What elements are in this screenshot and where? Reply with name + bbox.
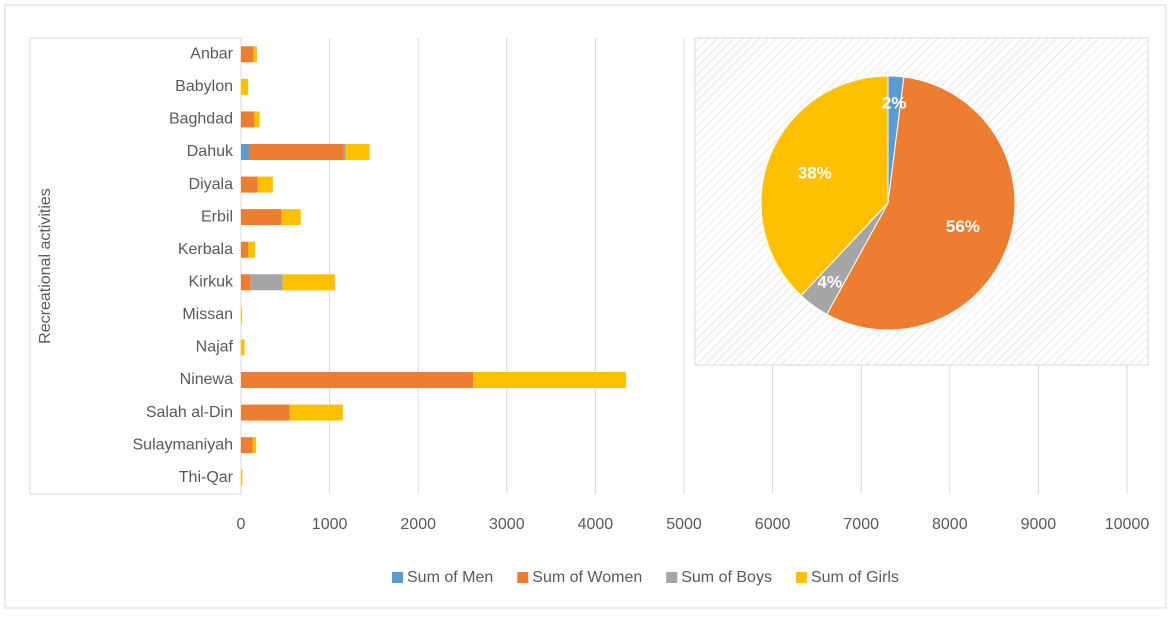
bar-segment xyxy=(289,404,343,421)
legend-label: Sum of Men xyxy=(407,569,493,586)
y-tick-label: Diyala xyxy=(189,176,234,193)
bar-segment xyxy=(250,274,283,291)
x-tick-label: 2000 xyxy=(400,516,436,533)
y-tick-label: Baghdad xyxy=(169,111,233,128)
x-tick-label: 3000 xyxy=(489,516,525,533)
y-tick-label: Missan xyxy=(182,306,233,323)
legend-label: Sum of Girls xyxy=(811,569,899,586)
bar-segment xyxy=(281,209,301,226)
legend-swatch xyxy=(392,572,403,583)
bar-segment xyxy=(253,46,257,63)
x-tick-label: 4000 xyxy=(578,516,614,533)
y-tick-label: Sulaymaniyah xyxy=(133,436,234,453)
y-tick-label: Thi-Qar xyxy=(179,469,234,486)
bar-segment xyxy=(257,176,273,193)
bar-segment xyxy=(241,339,245,356)
y-tick-label: Ninewa xyxy=(180,371,233,388)
y-tick-label: Anbar xyxy=(190,46,233,63)
bar-segment xyxy=(241,176,258,193)
bar-segment xyxy=(241,372,474,388)
bar-segment xyxy=(252,437,257,454)
bar-segment xyxy=(248,144,344,160)
bar-segment xyxy=(241,46,254,63)
y-tick-label: Dahuk xyxy=(187,143,234,160)
y-axis-label: Recreational activities xyxy=(37,188,54,344)
bar-segment xyxy=(241,241,249,258)
category-area xyxy=(29,37,242,495)
bar-segment xyxy=(248,241,256,258)
pie-label: 56% xyxy=(946,217,980,236)
x-tick-label: 1000 xyxy=(312,516,348,533)
x-tick-label: 0 xyxy=(237,516,246,533)
bar-segment xyxy=(241,437,253,454)
y-tick-label: Kerbala xyxy=(178,241,233,258)
y-tick-label: Babylon xyxy=(175,78,233,95)
x-tick-label: 8000 xyxy=(932,516,968,533)
bar-segment xyxy=(343,144,346,160)
bar-segment xyxy=(241,306,242,323)
x-tick-label: 5000 xyxy=(666,516,702,533)
y-tick-label: Salah al-Din xyxy=(146,404,233,421)
x-tick-label: 9000 xyxy=(1021,516,1057,533)
bar-segment xyxy=(241,78,249,95)
legend-label: Sum of Boys xyxy=(681,569,772,586)
bar-segment xyxy=(254,111,260,128)
legend-swatch xyxy=(517,572,529,583)
x-tick-label: 7000 xyxy=(843,516,879,533)
bar-segment xyxy=(241,111,255,128)
bar-segment xyxy=(241,144,249,160)
x-tick-label: 6000 xyxy=(755,516,791,533)
legend-swatch xyxy=(666,572,678,583)
pie-label: 4% xyxy=(817,273,842,292)
x-tick-label: 10000 xyxy=(1105,516,1150,533)
bar-segment xyxy=(241,209,282,226)
pie-label: 38% xyxy=(798,163,832,182)
pie-label: 2% xyxy=(882,94,907,113)
pie-slice xyxy=(760,75,889,297)
bar-segment xyxy=(241,404,290,421)
bar-segment xyxy=(473,372,626,388)
legend-label: Sum of Women xyxy=(532,569,642,586)
y-tick-label: Erbil xyxy=(201,208,233,225)
y-tick-label: Kirkuk xyxy=(189,274,234,291)
bar-segment xyxy=(241,274,251,291)
bar-segment xyxy=(345,144,370,160)
pie-slice xyxy=(826,76,1016,331)
legend-swatch xyxy=(795,572,807,583)
bar-segment xyxy=(282,274,335,291)
y-tick-label: Najaf xyxy=(196,339,234,356)
bar-segment xyxy=(241,469,243,486)
